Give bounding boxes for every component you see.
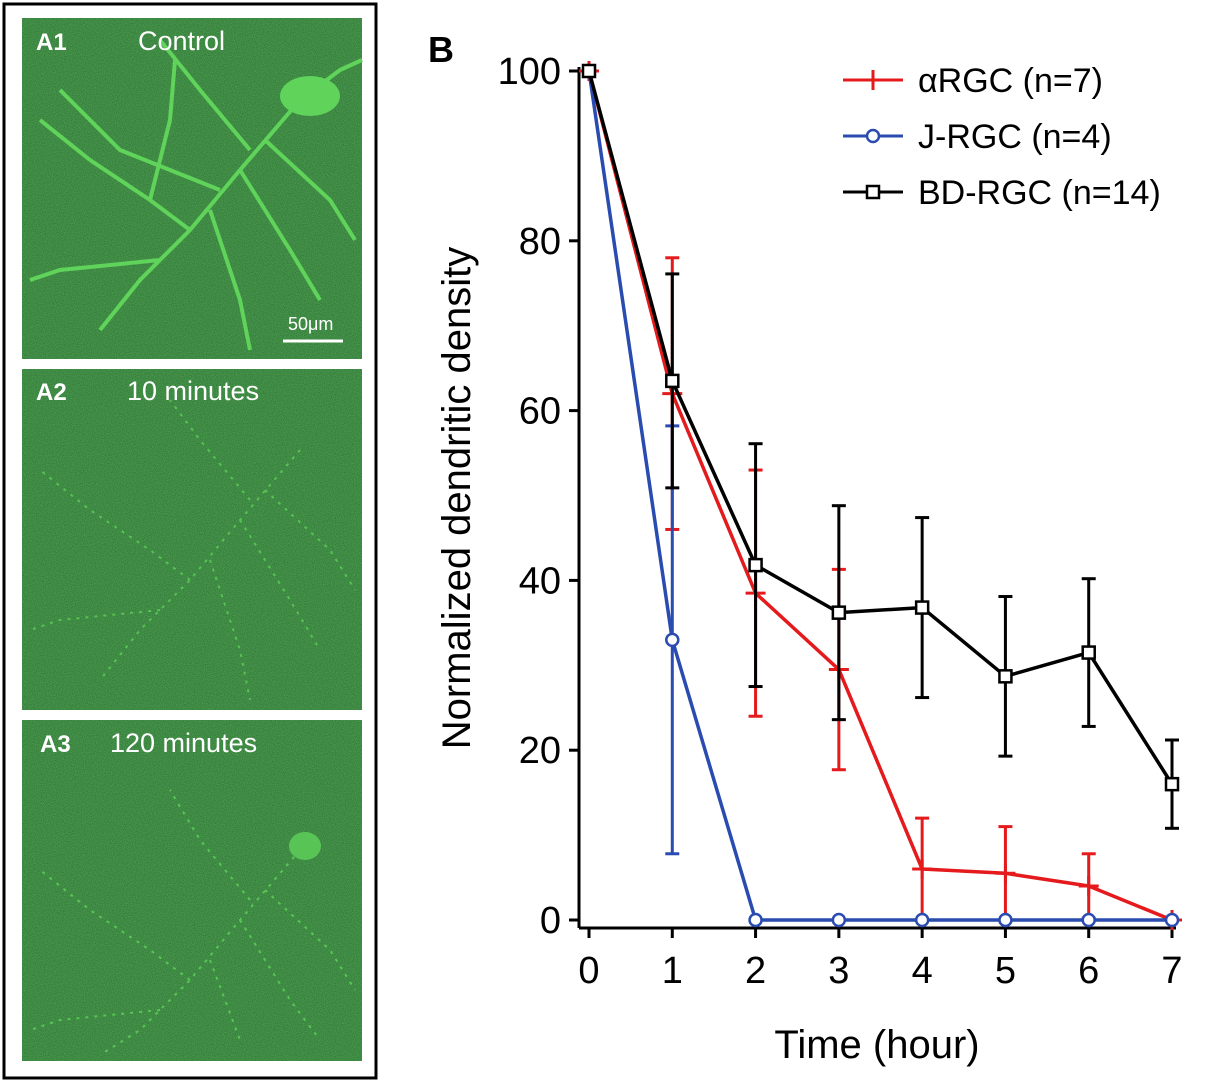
data-point [1081,645,1096,660]
data-point [581,63,597,79]
x-tick-label: 6 [1078,950,1099,992]
micrograph-a1-dendrites [29,38,363,351]
micrograph-a1: A1 Control 50μm [22,18,363,359]
x-tick-label: 7 [1161,950,1182,992]
data-point [1164,912,1180,928]
data-point [748,912,763,928]
data-point [998,912,1013,928]
scale-bar-label: 50μm [288,314,333,334]
y-tick-label: 100 [498,51,561,93]
micrograph-a2-grain [22,369,362,710]
data-point [831,912,847,928]
micrograph-a3-grain [22,720,362,1061]
micrograph-a1-letter: A1 [36,29,67,56]
micrograph-a2: A2 10 minutes [22,369,362,710]
micrograph-a3-letter: A3 [40,731,71,758]
micrograph-a1-dendrite-paths [29,38,363,351]
data-point [665,373,680,389]
panel-b-letter: B [428,29,454,70]
data-point [1164,776,1180,792]
micrograph-a2-dendrites [29,399,356,701]
line-chart: 0 20 40 60 80 100 0 1 2 3 4 5 6 7 αRGC (n=7) J-RGC (n=… [435,51,1183,1067]
y-tick-label: 0 [540,900,561,942]
series-line [587,70,1174,786]
y-tick-label: 60 [519,391,561,433]
x-tick-label: 5 [995,950,1016,992]
micrograph-a1-title: Control [138,26,225,56]
micrograph-a3-title: 120 minutes [110,728,257,758]
micrograph-a2-title: 10 minutes [127,376,259,406]
micrograph-a3: A3 120 minutes [22,720,362,1061]
y-tick-label: 20 [519,730,561,772]
legend-swatch-marker [865,184,881,200]
y-axis-title: Normalized dendritic density [435,247,479,749]
micrograph-a1-grain [22,18,362,359]
series-circle [581,63,1180,928]
micrograph-a3-soma [289,832,321,860]
x-tick-label: 1 [662,950,683,992]
x-axis-title: Time (hour) [774,1023,979,1067]
data-point [998,669,1013,684]
series-line [587,70,1172,922]
chart-axes: 0 20 40 60 80 100 0 1 2 3 4 5 6 7 [498,51,1183,992]
panel-a-frame [2,2,378,1080]
legend-label: αRGC (n=7) [918,62,1103,100]
data-point [831,605,847,620]
data-point [914,600,930,615]
series-line [587,70,1173,922]
chart-legend: αRGC (n=7) J-RGC (n=4) BD-RGC (n=14) [843,62,1161,212]
legend-swatch-marker [865,128,881,144]
legend-item: αRGC (n=7) [843,62,1103,100]
chart-series [579,61,1182,930]
data-point [1081,912,1096,928]
micrograph-a3-dendrite-paths [29,789,356,1056]
data-point [914,912,930,928]
legend-label: BD-RGC (n=14) [918,174,1161,212]
x-tick-label: 4 [912,950,933,992]
x-tick-label: 2 [745,950,766,992]
y-tick-label: 40 [519,560,561,602]
x-tick-label: 3 [828,950,849,992]
series-square [581,63,1180,830]
legend-item: J-RGC (n=4) [843,118,1112,156]
legend-item: BD-RGC (n=14) [843,174,1161,212]
micrograph-a2-dendrite-paths [29,399,356,701]
micrograph-a2-letter: A2 [36,379,67,406]
data-point [665,632,680,648]
data-point [748,557,763,573]
micrograph-a3-dendrites [29,789,356,1056]
legend-label: J-RGC (n=4) [918,118,1112,156]
x-tick-label: 0 [578,950,599,992]
y-tick-label: 80 [519,221,561,263]
